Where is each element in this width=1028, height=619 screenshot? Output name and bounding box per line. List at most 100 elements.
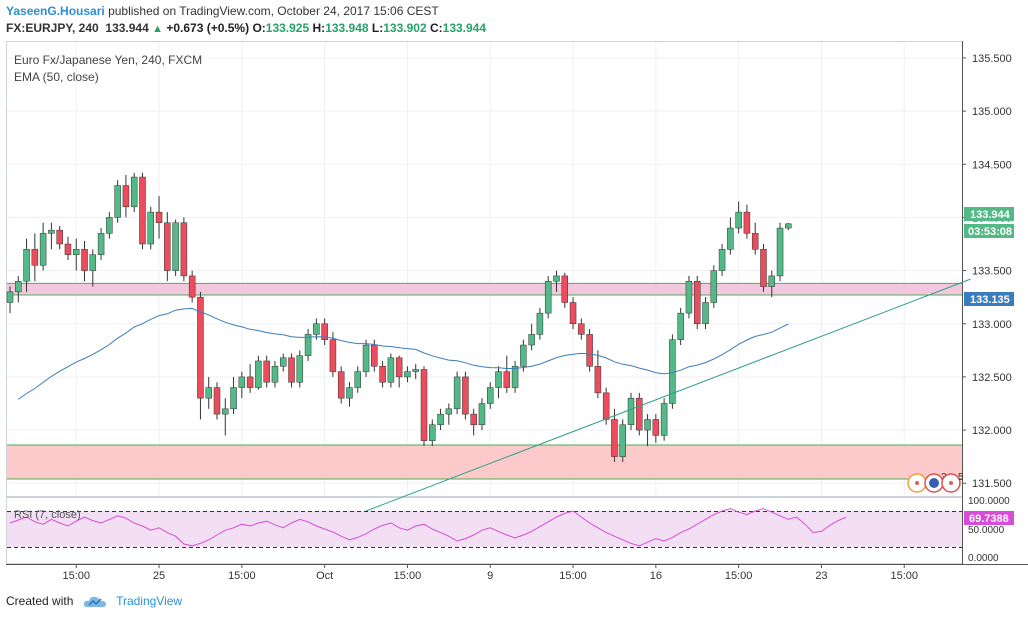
author-link[interactable]: YaseenG.Housari	[6, 4, 105, 18]
open-value: 133.925	[265, 21, 310, 35]
candle-body	[263, 360, 270, 383]
time-tick-label: 23	[815, 570, 827, 580]
candle-body	[785, 223, 792, 229]
candle-body	[180, 222, 188, 277]
candle-body	[727, 227, 734, 250]
candle-body	[677, 312, 684, 340]
event-markers[interactable]: 3 5	[907, 472, 964, 493]
time-tick-label: 15:00	[559, 570, 587, 580]
candle-body	[636, 397, 643, 431]
price-tick-label: 133.500	[972, 266, 1012, 278]
candle-body	[437, 413, 444, 426]
candle-body	[544, 280, 552, 314]
symbol-label: FX:EURJPY, 240	[6, 21, 99, 35]
candle-body	[106, 217, 113, 234]
close-value: 133.944	[442, 21, 487, 35]
candle-body	[122, 185, 130, 208]
candle-body	[627, 397, 635, 426]
candle-body	[387, 357, 395, 383]
candle-body	[602, 392, 610, 420]
candle-body	[735, 211, 742, 229]
published-text: published on TradingView.com, October 24…	[108, 4, 439, 18]
candle-body	[586, 334, 593, 367]
candle-body	[172, 222, 179, 271]
candle-body	[147, 211, 155, 245]
candle-body	[222, 408, 229, 415]
candle-body	[760, 249, 767, 287]
candle-body	[420, 369, 428, 441]
rsi-value-text: 69.7388	[969, 513, 1009, 525]
candle-body	[89, 254, 97, 271]
rsi-tick-100: 100.0000	[968, 496, 1010, 507]
candle-body	[205, 387, 212, 399]
close-label: C:	[429, 21, 443, 35]
candle-body	[288, 357, 295, 383]
candle-body	[594, 366, 602, 394]
zone-box[interactable]	[7, 283, 962, 296]
candle-body	[321, 323, 328, 340]
candle-body	[31, 249, 39, 266]
last-price: 133.944	[105, 21, 149, 35]
candle-body	[255, 360, 262, 388]
time-axis-labels: 15:00 25 15:00 Oct 15:00 9 15:00 16 15:00 23 15:00	[62, 564, 918, 580]
grid	[7, 42, 962, 496]
candle-body	[39, 233, 47, 266]
candle-body	[718, 249, 726, 271]
price-tick-label: 132.500	[972, 372, 1012, 384]
candle-body	[462, 376, 469, 415]
candle-body	[238, 376, 246, 388]
price-tick-label: 135.500	[972, 53, 1012, 65]
candle-body	[271, 366, 279, 383]
rsi-value-badge	[964, 511, 1014, 525]
candle-body	[486, 387, 494, 404]
candle-body	[139, 176, 146, 245]
last-price-badge-text: 133.944	[970, 209, 1011, 221]
footer: Created with TradingView	[6, 594, 182, 609]
up-triangle-icon: ▲	[152, 23, 164, 35]
time-tick-label: 15:00	[725, 570, 753, 580]
candle-body	[279, 357, 287, 367]
candle-body	[130, 176, 138, 208]
candle-body	[445, 408, 453, 415]
zones	[7, 282, 962, 480]
time-tick-label: 9	[487, 570, 493, 580]
candle-body	[23, 249, 30, 282]
open-label: O:	[252, 21, 266, 35]
candle-body	[296, 355, 304, 383]
price-tick-label: 131.500	[972, 478, 1012, 490]
rsi-tick-50: 50.0000	[968, 525, 1005, 536]
candle-body	[652, 419, 660, 436]
candle-body	[520, 344, 527, 367]
trend-line[interactable]	[299, 278, 971, 537]
candle-body	[304, 334, 312, 356]
candle-body	[395, 357, 403, 378]
candle-body	[644, 419, 651, 431]
candle-body	[371, 344, 378, 367]
ema-badge-text: 133.135	[970, 294, 1010, 306]
candle-body	[48, 229, 55, 234]
candle-body	[64, 243, 72, 255]
time-tick-label: 15:00	[228, 570, 256, 580]
ema-badge	[964, 292, 1014, 306]
chart-canvas[interactable]: 135.500135.000134.500134.000133.500133.0…	[0, 0, 1028, 580]
marker-count-b: 5	[958, 472, 964, 483]
candle-body	[743, 211, 751, 234]
candle-body	[619, 424, 626, 457]
candle-body	[81, 249, 88, 271]
candle-body	[685, 280, 693, 314]
candle-body	[246, 376, 254, 388]
high-value: 133.948	[325, 21, 369, 35]
candle-body	[337, 371, 345, 399]
countdown-badge	[964, 224, 1014, 238]
tradingview-link[interactable]: TradingView	[116, 594, 183, 608]
candle-body	[495, 371, 502, 388]
candle-body	[72, 249, 80, 255]
candle-body	[710, 270, 718, 303]
candle-body	[536, 312, 544, 335]
candle-body	[15, 280, 22, 293]
price-tick-label: 134.500	[972, 159, 1012, 171]
zone-box[interactable]	[7, 444, 962, 479]
candle-body	[404, 371, 411, 378]
candle-body	[561, 275, 569, 303]
countdown-badge-text: 03:53:08	[968, 226, 1012, 238]
